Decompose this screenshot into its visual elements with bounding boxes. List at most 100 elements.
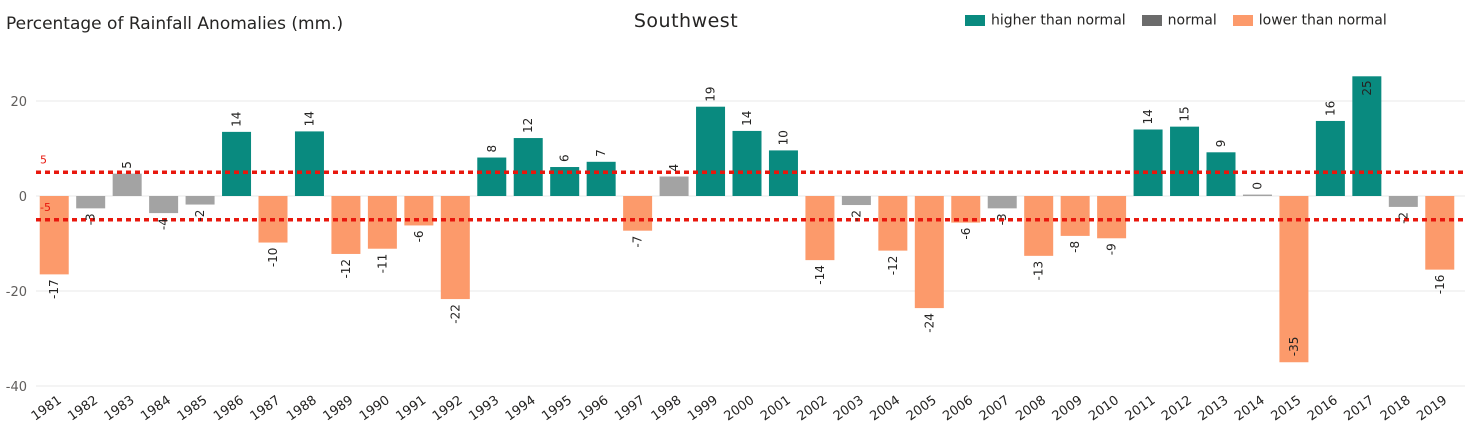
bar-1994 [513, 138, 543, 196]
x-tick-label: 1983 [102, 393, 138, 424]
reference-label: -5 [40, 201, 51, 214]
bar-1996 [586, 161, 616, 196]
x-tick-label: 1991 [393, 393, 429, 424]
data-label-1992: -22 [448, 304, 462, 324]
data-label-1997: -7 [631, 236, 645, 248]
data-label-2006: -6 [959, 228, 973, 240]
x-tick-label: 1997 [612, 393, 648, 424]
data-label-2014: 0 [1250, 182, 1264, 190]
bar-2003 [841, 196, 871, 206]
x-tick-label: 1996 [576, 393, 612, 424]
x-tick-label: 1995 [539, 393, 575, 424]
legend-swatch-normal [1141, 15, 1162, 26]
x-tick-label: 1988 [284, 393, 320, 424]
bar-2015 [1279, 196, 1309, 363]
data-label-1989: -12 [339, 259, 353, 279]
legend: higher than normal normal lower than norma… [965, 10, 1403, 30]
bar-1997 [623, 196, 653, 231]
bar-2002 [805, 196, 835, 261]
x-tick-label: 1999 [685, 393, 721, 424]
data-label-1994: 12 [521, 118, 535, 133]
x-tick-label: 1993 [466, 393, 502, 424]
legend-label-lower: lower than normal [1258, 12, 1387, 29]
data-label-1981: -17 [47, 279, 61, 299]
y-tick-label: -20 [6, 285, 27, 300]
data-label-2005: -24 [922, 313, 936, 333]
legend-item-normal[interactable]: normal [1141, 10, 1217, 29]
data-label-2000: 14 [740, 111, 754, 126]
y-tick-label: 0 [19, 190, 27, 205]
bar-1992 [440, 196, 470, 300]
x-tick-label: 1986 [211, 393, 247, 424]
bar-1988 [294, 131, 324, 196]
bar-1993 [477, 157, 507, 196]
bar-1985 [185, 196, 215, 205]
x-tick-label: 2007 [977, 393, 1013, 424]
data-label-2018: -2 [1396, 212, 1410, 224]
data-label-1990: -11 [375, 254, 389, 274]
bar-1986 [222, 131, 252, 196]
x-tick-label: 2009 [1050, 393, 1086, 424]
bar-1995 [550, 167, 580, 196]
x-tick-label: 2010 [1086, 393, 1122, 424]
x-tick-label: 2016 [1305, 393, 1341, 424]
bar-2013 [1206, 152, 1236, 196]
x-tick-label: 1992 [430, 393, 466, 424]
x-tick-label: 2000 [722, 393, 758, 424]
x-tick-label: 2018 [1378, 393, 1414, 424]
x-tick-label: 1998 [649, 393, 685, 424]
data-label-2012: 15 [1178, 106, 1192, 121]
bar-2000 [732, 130, 762, 196]
data-label-2003: -2 [849, 210, 863, 222]
legend-item-higher[interactable]: higher than normal [965, 10, 1126, 29]
data-label-1995: 6 [558, 154, 572, 162]
chart-title: Southwest [633, 10, 739, 32]
x-tick-label: 2006 [940, 393, 976, 424]
data-label-2016: 16 [1323, 101, 1337, 116]
x-tick-label: 2005 [904, 393, 940, 424]
bar-1984 [149, 196, 179, 214]
x-tick-label: 2015 [1269, 393, 1305, 424]
bar-2018 [1388, 196, 1418, 207]
bar-1981 [39, 196, 69, 275]
data-label-1985: -2 [193, 210, 207, 222]
x-tick-label: 2014 [1232, 393, 1268, 424]
data-label-2019: -16 [1433, 275, 1447, 295]
x-tick-label: 1981 [29, 393, 65, 424]
data-label-2011: 14 [1141, 109, 1155, 124]
bar-2014 [1242, 194, 1272, 196]
data-label-2007: -3 [995, 213, 1009, 225]
legend-label-higher: higher than normal [991, 12, 1126, 29]
data-label-2013: 9 [1214, 140, 1228, 148]
bar-1982 [76, 196, 106, 209]
bar-2007 [987, 196, 1017, 209]
x-tick-label: 2017 [1341, 393, 1377, 424]
bar-1998 [659, 176, 689, 196]
data-label-1998: 4 [667, 164, 681, 172]
legend-label-normal: normal [1167, 12, 1217, 29]
bar-2019 [1425, 196, 1455, 270]
data-label-1982: -3 [84, 213, 98, 225]
data-label-2002: -14 [813, 265, 827, 285]
x-tick-label: 2001 [758, 393, 794, 424]
x-tick-label: 2011 [1123, 393, 1159, 424]
data-label-2001: 10 [776, 130, 790, 145]
y-tick-label: 20 [10, 95, 27, 110]
x-tick-label: 1989 [321, 393, 357, 424]
bar-2010 [1097, 196, 1127, 239]
x-tick-label: 2004 [867, 393, 903, 424]
data-label-1987: -10 [266, 248, 280, 268]
x-tick-label: 1990 [357, 393, 393, 424]
legend-swatch-higher [965, 15, 985, 26]
x-tick-label: 2002 [795, 393, 831, 424]
y-axis-title: Percentage of Rainfall Anomalies (mm.) [6, 14, 344, 34]
x-tick-label: 2013 [1196, 393, 1232, 424]
data-label-1984: -4 [157, 218, 171, 230]
bar-2009 [1060, 196, 1090, 236]
data-label-1999: 19 [704, 86, 718, 101]
bar-1999 [696, 106, 726, 196]
bar-1983 [112, 173, 142, 196]
bar-2004 [878, 196, 908, 251]
legend-item-lower[interactable]: lower than normal [1232, 10, 1387, 29]
x-tick-label: 2008 [1013, 393, 1049, 424]
